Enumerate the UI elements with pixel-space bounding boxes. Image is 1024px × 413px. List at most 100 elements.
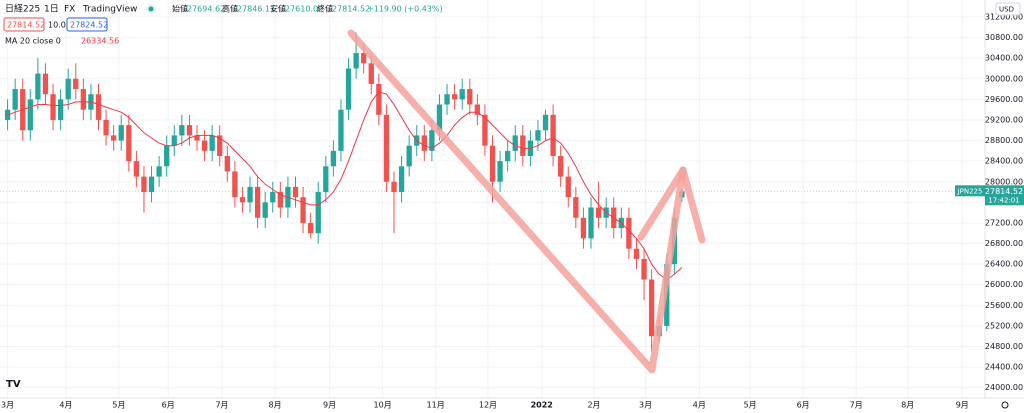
y-tick-label: 31200.00 — [985, 12, 1023, 21]
candle-body — [368, 63, 374, 84]
candle-body — [323, 166, 329, 193]
candle-body — [239, 197, 246, 203]
bid[interactable]: 27814.52 — [7, 21, 45, 30]
ohlc-value: 27694.62 — [187, 5, 225, 14]
candle-body — [641, 258, 647, 280]
x-tick-label: 5月 — [112, 401, 125, 410]
candle-body — [444, 94, 450, 105]
candle-body — [80, 89, 86, 110]
candle-body — [126, 125, 132, 162]
candle-body — [459, 89, 465, 100]
ohlc-label: 安値 — [270, 4, 286, 14]
y-tick-label: 25600.00 — [985, 301, 1023, 310]
ask[interactable]: 27824.52 — [70, 21, 108, 30]
candle-body — [57, 99, 64, 120]
x-tick-label: 9月 — [956, 401, 969, 410]
sell-button[interactable] — [3, 17, 45, 32]
candle-body — [633, 248, 640, 259]
change: +119.90 (+0.43%) — [367, 5, 443, 14]
last-symbol: JPN225 — [957, 187, 983, 195]
y-tick-label: 26000.00 — [985, 280, 1023, 289]
source: TradingView — [82, 5, 137, 15]
candle-body — [111, 135, 117, 141]
candle-body — [588, 207, 594, 239]
y-tick-label: 24000.00 — [985, 383, 1023, 392]
y-tick-label: 28800.00 — [985, 136, 1023, 145]
candle-body — [270, 192, 276, 203]
buy-button[interactable] — [66, 17, 108, 32]
candle-body — [391, 181, 397, 193]
y-tick-label: 25200.00 — [985, 321, 1023, 330]
ohlc-label: 高値 — [222, 4, 238, 14]
x-tick-label: 8月 — [901, 401, 914, 410]
candle-body — [232, 171, 238, 198]
y-tick-label: 24800.00 — [985, 342, 1023, 351]
candle-body — [648, 279, 655, 337]
candle-body — [542, 114, 549, 131]
candle-body — [292, 186, 299, 198]
x-tick-label: 7月 — [850, 401, 863, 410]
candle-body — [103, 119, 109, 136]
candle-body — [573, 197, 579, 218]
candle-body — [179, 125, 185, 136]
candle-body — [12, 89, 18, 110]
candle-body — [42, 73, 49, 95]
ohlc-value: 27610.02 — [285, 5, 323, 14]
candle-body — [300, 197, 306, 223]
candle-body — [512, 135, 518, 151]
candle-body — [27, 99, 33, 131]
candle-body — [345, 68, 352, 110]
candle-body — [361, 53, 367, 64]
y-tick-label: 30000.00 — [985, 74, 1023, 83]
axes: 31200.00 30800.00 30400.00 30000.00 29600.00… — [1, 12, 1024, 410]
candle-body — [209, 135, 215, 151]
candle-body — [65, 78, 71, 100]
y-tick-label: 27200.00 — [985, 218, 1023, 227]
candle-body — [95, 94, 102, 120]
candle-body — [338, 109, 344, 151]
candle-body — [201, 140, 208, 151]
candle-body — [436, 104, 443, 131]
x-tick-label: 12月 — [479, 401, 497, 410]
last-price-box — [985, 185, 1024, 206]
ma-line — [7, 91, 683, 281]
y-tick-label: 28000.00 — [985, 177, 1023, 186]
candle-body — [262, 202, 268, 218]
x-tick-label: 6月 — [162, 401, 175, 410]
plot — [0, 32, 985, 352]
candle-body — [118, 125, 124, 141]
symbol: 日経225 — [5, 3, 40, 15]
candle-body — [376, 83, 382, 115]
candle-body — [156, 166, 162, 177]
candle-body — [4, 109, 11, 120]
candle-body — [194, 135, 200, 141]
candle-body — [277, 192, 283, 208]
x-tick-label: 4月 — [59, 401, 72, 410]
candle-body — [535, 130, 541, 141]
candle-body — [520, 135, 526, 157]
x-tick-label: 3月 — [639, 401, 652, 410]
x-tick-label: 7月 — [215, 401, 228, 410]
ohlc-label: 始値 — [172, 4, 188, 14]
x-tick-label: 6月 — [797, 401, 810, 410]
currency[interactable]: USD — [999, 6, 1014, 14]
x-tick-label: 9月 — [323, 401, 336, 410]
x-tick-label: 2月 — [587, 401, 600, 410]
settings[interactable] — [1001, 401, 1009, 409]
y-tick-label: 26400.00 — [985, 260, 1023, 269]
exchange: FX — [64, 5, 75, 15]
candle-body — [497, 161, 503, 182]
candle-body — [558, 156, 564, 177]
currency-button[interactable] — [995, 2, 1021, 16]
y-tick-label: 30400.00 — [985, 54, 1023, 63]
y-tick-label: 26800.00 — [985, 239, 1023, 248]
candle-body — [141, 176, 147, 193]
candle-body — [164, 145, 170, 167]
candle-body — [315, 192, 321, 234]
x-tick-label: 5月 — [744, 401, 757, 410]
candle-body — [254, 186, 261, 218]
last-price: 27814.52 — [985, 187, 1023, 196]
candle-body — [330, 150, 337, 167]
